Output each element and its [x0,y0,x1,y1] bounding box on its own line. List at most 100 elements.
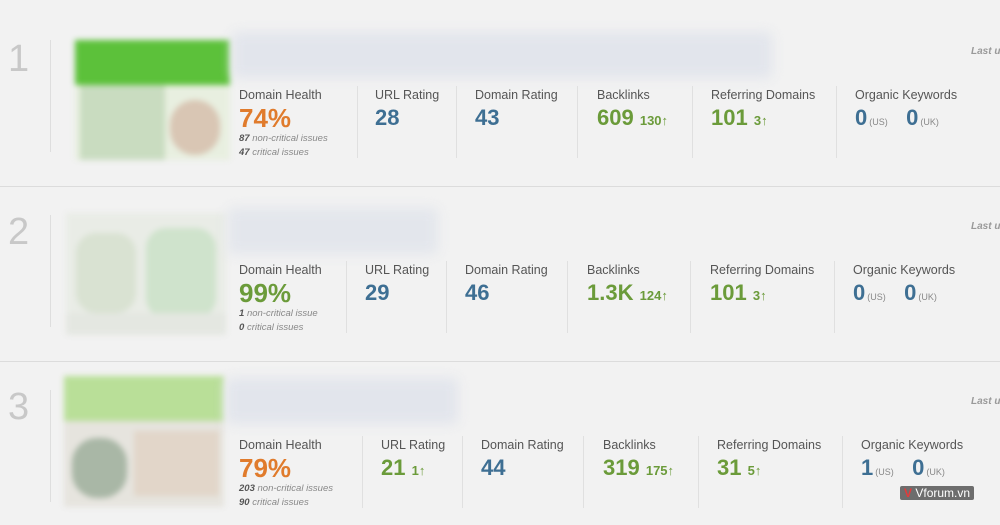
domain-health-label: Domain Health [239,88,322,102]
uk-label: (UK) [918,292,937,302]
domain-health-value[interactable]: 99% [239,278,292,308]
backlinks-metric: Backlinks 1.3K 124↑ [587,263,668,310]
noncritical-issues[interactable]: 87 non-critical issues [239,132,328,146]
row-divider [0,186,1000,187]
domain-health-metric: Domain Health 99% 1 non-critical issue 0… [239,263,322,335]
metric-divider [567,261,568,333]
metric-divider [446,261,447,333]
us-keywords-count: 1 [861,455,874,480]
organic-keywords-label: Organic Keywords [853,263,956,277]
noncritical-issues[interactable]: 203 non-critical issues [239,482,333,496]
uk-keywords-count: 0 [906,105,919,130]
domain-rating-value[interactable]: 44 [481,455,506,480]
rank-number: 2 [8,211,30,253]
noncritical-count: 1 [239,308,245,319]
noncritical-text: non-critical issues [252,133,328,144]
backlinks-delta: 130 [639,113,662,128]
domain-rating-metric: Domain Rating 44 [481,438,564,482]
url-rating-metric: URL Rating 21 1↑ [381,438,445,485]
uk-keywords-count: 0 [912,455,925,480]
site-watermark: V Vforum.vn [900,486,975,500]
site-title-blurred[interactable] [232,32,772,78]
backlinks-value[interactable]: 319 175↑ [603,454,674,485]
site-thumbnail[interactable] [66,213,226,335]
referring-domains-value[interactable]: 101 3↑ [711,104,815,135]
rank-divider [50,390,51,502]
backlinks-delta: 124 [639,288,662,303]
organic-keywords-metric: Organic Keywords 1 (US) 0 (UK) [861,438,963,486]
backlinks-count: 1.3K [587,280,634,305]
organic-keywords-value[interactable]: 1 (US) 0 (UK) [861,454,963,486]
referring-domains-metric: Referring Domains 101 3↑ [711,88,815,135]
domain-health-value[interactable]: 74% [239,103,292,133]
backlinks-value[interactable]: 1.3K 124↑ [587,279,668,310]
site-thumbnail[interactable] [75,40,230,160]
us-keywords-count: 0 [853,280,866,305]
referring-domains-metric: Referring Domains 101 3↑ [710,263,814,310]
metric-divider [346,261,347,333]
vforum-logo-icon: V [904,486,913,500]
noncritical-issues[interactable]: 1 non-critical issue [239,307,322,321]
metric-divider [692,86,693,158]
url-rating-value[interactable]: 21 1↑ [381,454,445,485]
last-updated-label: Last u [971,221,1000,232]
organic-keywords-value[interactable]: 0 (US) 0 (UK) [853,279,955,311]
metric-divider [842,436,843,508]
row-divider [0,361,1000,362]
critical-count: 0 [239,322,245,333]
referring-domains-delta: 3 [752,288,761,303]
metric-divider [462,436,463,508]
referring-domains-delta: 5 [747,463,755,478]
url-rating-metric: URL Rating 28 [375,88,439,132]
url-rating-metric: URL Rating 29 [365,263,429,307]
url-rating-label: URL Rating [365,263,430,277]
arrow-up-icon: ↑ [754,463,762,478]
result-row-1: 1 Last u Domain Health 74% 87 non-critic… [0,0,1000,175]
arrow-up-icon: ↑ [418,463,426,478]
last-updated-label: Last u [971,46,1000,57]
url-rating-value[interactable]: 28 [375,105,400,130]
domain-health-metric: Domain Health 74% 87 non-critical issues… [239,88,328,160]
backlinks-value[interactable]: 609 130↑ [597,104,668,135]
us-label: (US) [875,467,894,477]
domain-rating-value[interactable]: 46 [465,280,490,305]
us-label: (US) [869,117,888,127]
domain-health-label: Domain Health [239,263,322,277]
uk-label: (UK) [926,467,945,477]
arrow-up-icon: ↑ [661,288,668,303]
site-thumbnail[interactable] [64,376,224,507]
noncritical-text: non-critical issue [246,308,318,319]
backlinks-count: 609 [597,105,634,130]
metric-divider [456,86,457,158]
critical-issues[interactable]: 47 critical issues [239,146,328,160]
rank-number: 1 [8,38,30,80]
organic-keywords-value[interactable]: 0 (US) 0 (UK) [855,104,957,136]
arrow-up-icon: ↑ [760,288,767,303]
domain-rating-metric: Domain Rating 43 [475,88,558,132]
site-title-blurred[interactable] [226,378,458,424]
site-title-blurred[interactable] [228,208,438,254]
url-rating-value[interactable]: 29 [365,280,390,305]
metric-divider [698,436,699,508]
domain-rating-label: Domain Rating [475,88,558,102]
domain-health-value[interactable]: 79% [239,453,292,483]
url-rating-label: URL Rating [375,88,440,102]
critical-issues[interactable]: 0 critical issues [239,321,322,335]
critical-issues[interactable]: 90 critical issues [239,496,333,510]
backlinks-delta: 175 [645,463,668,478]
rank-divider [50,40,51,152]
backlinks-label: Backlinks [603,438,656,452]
uk-keywords-count: 0 [904,280,917,305]
backlinks-label: Backlinks [587,263,640,277]
rank-divider [50,215,51,327]
noncritical-text: non-critical issues [257,483,334,494]
referring-domains-label: Referring Domains [710,263,815,277]
arrow-up-icon: ↑ [667,463,675,478]
arrow-up-icon: ↑ [761,113,768,128]
metric-divider [834,261,835,333]
referring-domains-value[interactable]: 101 3↑ [710,279,814,310]
referring-domains-value[interactable]: 31 5↑ [717,454,821,485]
domain-rating-value[interactable]: 43 [475,105,500,130]
backlinks-metric: Backlinks 319 175↑ [603,438,674,485]
organic-keywords-label: Organic Keywords [855,88,958,102]
